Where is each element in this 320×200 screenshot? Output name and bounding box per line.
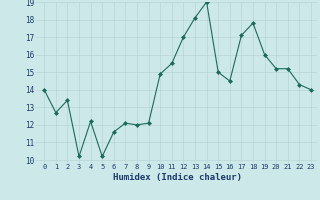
- X-axis label: Humidex (Indice chaleur): Humidex (Indice chaleur): [113, 173, 242, 182]
